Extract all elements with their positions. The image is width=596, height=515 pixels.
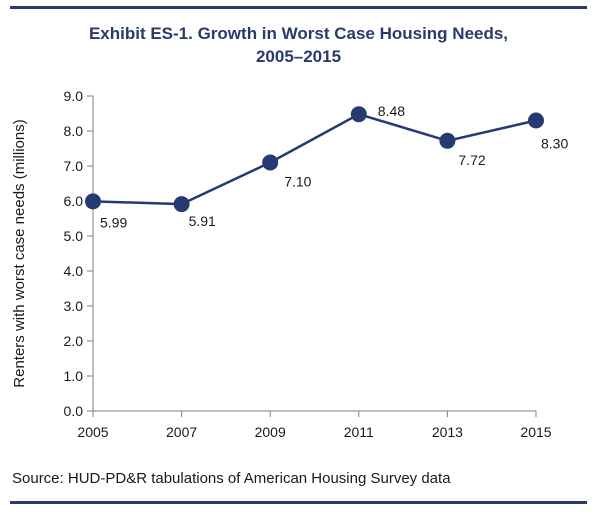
y-axis-label: Renters with worst case needs (millions) (11, 119, 28, 387)
data-label: 5.91 (189, 213, 216, 229)
source-note: Source: HUD-PD&R tabulations of American… (12, 470, 451, 487)
bottom-rule (10, 501, 587, 504)
x-tick-label: 2013 (432, 424, 463, 440)
series-line-group (92, 112, 537, 206)
data-label: 7.72 (458, 152, 485, 168)
chart-title-line-1: Exhibit ES-1. Growth in Worst Case Housi… (88, 24, 509, 43)
x-tick-label: 2015 (520, 424, 551, 440)
data-point (350, 106, 367, 123)
top-rule (10, 6, 587, 9)
data-label: 8.30 (541, 136, 568, 152)
data-points (85, 106, 544, 213)
y-tick-label: 9.0 (64, 88, 84, 104)
y-tick-label: 5.0 (64, 228, 84, 244)
x-tick-label: 2011 (344, 424, 374, 440)
y-tick-label: 7.0 (64, 158, 84, 174)
y-tick-label: 3.0 (64, 298, 84, 314)
series-line (92, 112, 537, 206)
data-labels: 5.99 5.91 7.10 8.48 7.72 8.30 (100, 103, 568, 230)
data-label: 8.48 (378, 103, 405, 119)
x-tick-label: 2009 (255, 424, 286, 440)
y-tick-label: 6.0 (64, 193, 84, 209)
x-tick-label: 2005 (77, 424, 108, 440)
chart-title-line-2: 2005–2015 (255, 47, 342, 66)
y-tick-labels: 0.0 1.0 2.0 3.0 4.0 5.0 6.0 7.0 8.0 9.0 (64, 88, 84, 419)
x-tick-label: 2007 (166, 424, 197, 440)
axes (87, 95, 537, 417)
x-tick-labels: 2005 2007 2009 2011 2013 2015 (77, 424, 551, 440)
y-tick-label: 0.0 (64, 403, 84, 419)
y-tick-label: 8.0 (64, 123, 84, 139)
chart-title: Exhibit ES-1. Growth in Worst Case Housi… (10, 22, 587, 68)
data-point (173, 196, 190, 213)
line-chart: 0.01.02.03.04.05.06.07.08.09.0 2005 2007 2… (11, 88, 568, 440)
data-point (262, 154, 279, 171)
y-tick-label: 4.0 (64, 263, 84, 279)
data-point (439, 132, 456, 149)
data-point (85, 193, 101, 210)
data-label: 7.10 (284, 174, 311, 190)
data-point (528, 112, 544, 129)
data-label: 5.99 (100, 214, 127, 230)
y-tick-label: 1.0 (64, 368, 84, 384)
y-tick-label: 2.0 (64, 333, 84, 349)
